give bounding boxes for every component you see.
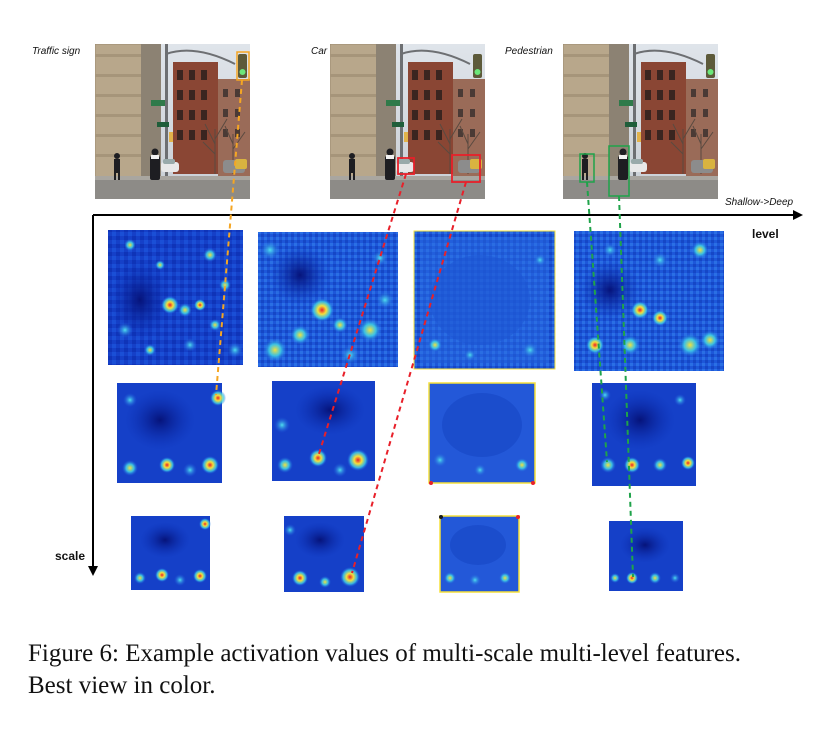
level-direction-label: Shallow->Deep [725,197,794,208]
traffic-sign-connector [215,79,243,396]
car-connector-large [351,181,467,574]
level-axis-label: level [752,227,779,241]
pedestrian-connector-small [586,181,608,463]
scale-axis-arrow [88,566,98,576]
traffic-sign-box [236,51,250,81]
photo-label-traffic-sign: Traffic sign [32,46,81,57]
pedestrian-photo [563,44,718,199]
heatmap-scale3-level2 [284,516,364,592]
heatmap-scale1-level4 [574,231,724,371]
level-axis-arrow [793,210,803,220]
heatmap-scale1-level3 [413,230,556,370]
heatmap-scale2-level1 [117,383,226,483]
heatmap-scale1-level2 [258,232,398,367]
scale-axis-label: scale [55,549,86,563]
traffic-sign-photo [95,44,250,199]
heatmap-scale1-level1 [108,230,243,365]
heatmap-scale3-level3 [439,515,520,593]
pedestrian-connector-large [618,195,634,578]
heatmap-scale3-level4 [609,521,683,591]
heatmap-scale2-level2 [272,381,375,481]
car-photo [330,44,485,199]
heatmap-scale2-level3 [428,382,536,485]
photo-label-car: Car [311,46,328,57]
heatmap-scale3-level1 [131,516,211,590]
figure-caption: Figure 6: Example activation values of m… [28,640,741,699]
heatmap-scale2-level4 [592,383,696,486]
photo-label-pedestrian: Pedestrian [505,46,553,57]
car-connector-small [317,173,407,458]
